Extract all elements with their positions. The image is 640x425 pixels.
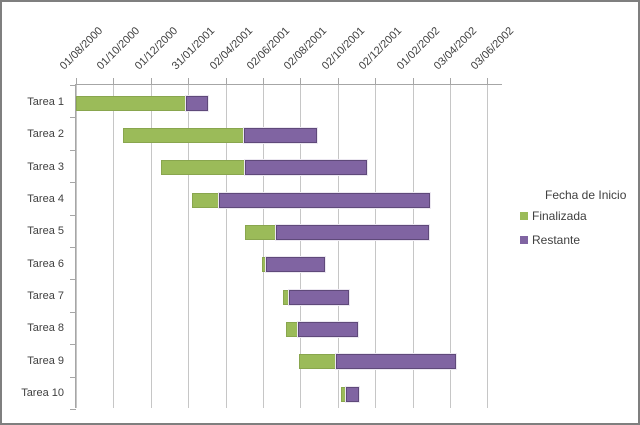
task-row-label: Tarea 10 — [21, 387, 64, 400]
x-axis-tick — [412, 78, 414, 85]
task-bar-restante — [185, 95, 209, 111]
x-axis-tick — [337, 78, 339, 85]
y-axis-tick — [70, 344, 76, 346]
x-axis-tick — [262, 78, 264, 85]
y-axis-tick — [70, 409, 76, 410]
task-bar-restante — [218, 192, 431, 208]
legend-entries: Finalizada Restante — [520, 208, 626, 248]
x-axis-tick — [188, 78, 190, 85]
legend-entry-label: Restante — [532, 233, 581, 247]
task-bar-finalizada — [245, 224, 277, 240]
legend-title: Fecha de Inicio — [545, 188, 627, 202]
x-axis-tick — [76, 78, 77, 85]
task-bar-restante — [335, 354, 457, 370]
task-row-label: Tarea 8 — [27, 322, 64, 335]
legend-entry-finalizada: Finalizada — [520, 208, 626, 224]
task-bar-restante — [243, 127, 317, 143]
y-axis-tick — [70, 214, 76, 216]
gridline — [375, 85, 377, 408]
gridline — [225, 85, 227, 408]
y-axis-tick — [70, 182, 76, 184]
x-axis-tick — [487, 78, 489, 85]
legend: Fecha de Inicio Finalizada Restante — [520, 187, 626, 248]
gridline — [300, 85, 302, 408]
task-row-label: Tarea 3 — [27, 160, 64, 173]
y-axis-tick — [70, 376, 76, 378]
x-axis-tick — [150, 78, 152, 85]
task-bar-finalizada — [191, 192, 219, 208]
task-bar-restante — [244, 160, 367, 176]
task-row-label: Tarea 7 — [27, 290, 64, 303]
task-bar-finalizada — [286, 321, 298, 337]
x-axis-tick — [449, 78, 451, 85]
task-row-label: Tarea 5 — [27, 225, 64, 238]
task-bar-restante — [346, 386, 360, 402]
gridline — [262, 85, 264, 408]
x-axis-tick — [300, 78, 302, 85]
gridline — [449, 85, 451, 408]
legend-key-restante-icon — [520, 236, 528, 244]
legend-entry-label: Finalizada — [532, 209, 587, 223]
task-bar-restante — [289, 289, 349, 305]
task-bar-restante — [297, 321, 358, 337]
gridline — [487, 85, 489, 408]
task-row-label: Tarea 6 — [27, 257, 64, 270]
gridline — [337, 85, 339, 408]
plot-area — [70, 78, 502, 410]
gridline — [113, 85, 115, 408]
task-bar-finalizada — [160, 160, 245, 176]
task-bar-finalizada — [299, 354, 336, 370]
gridline — [412, 85, 414, 408]
gridline — [76, 85, 77, 408]
gridline — [150, 85, 152, 408]
y-axis-tick — [70, 149, 76, 151]
task-bar-finalizada — [341, 386, 347, 402]
y-axis-tick — [70, 279, 76, 281]
task-bar-finalizada — [262, 257, 267, 273]
task-row-label: Tarea 4 — [27, 193, 64, 206]
x-axis-tick — [375, 78, 377, 85]
task-row-label: Tarea 9 — [27, 354, 64, 367]
y-axis-tick — [70, 117, 76, 119]
legend-entry-restante: Restante — [520, 232, 626, 248]
x-axis-tick — [113, 78, 115, 85]
y-axis-tick — [70, 85, 76, 86]
task-bar-finalizada — [123, 127, 244, 143]
x-axis-tick — [225, 78, 227, 85]
task-row-label: Tarea 1 — [27, 96, 64, 108]
y-axis-tick — [70, 311, 76, 313]
task-bar-finalizada — [282, 289, 290, 305]
y-axis-tick — [70, 247, 76, 248]
task-bar-finalizada — [76, 95, 186, 111]
task-bar-restante — [266, 257, 326, 273]
legend-key-finalizada-icon — [520, 212, 528, 220]
gridline — [188, 85, 190, 408]
task-row-label: Tarea 2 — [27, 128, 64, 141]
task-bar-restante — [276, 224, 430, 240]
